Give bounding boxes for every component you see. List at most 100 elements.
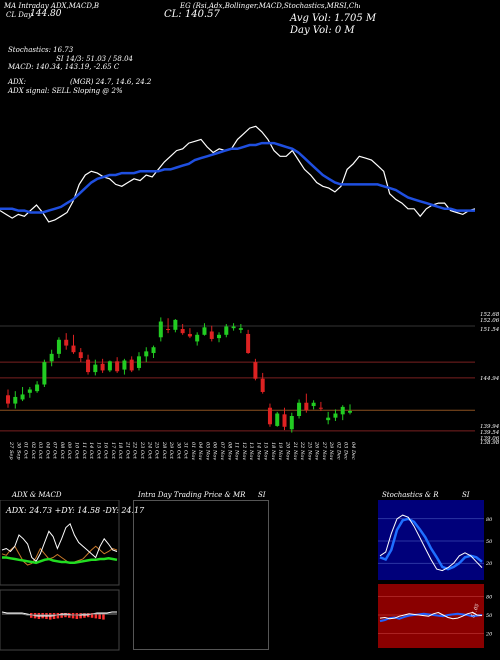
macd-frame bbox=[0, 589, 120, 651]
x-axis-tick: 17 Oct bbox=[110, 442, 116, 460]
adx-label: ADX: bbox=[8, 78, 27, 86]
candle-body bbox=[253, 362, 258, 379]
x-axis-labels: 27 Sep 30 Sep 01 Oct 02 Oct 03 Oct 04 Oct 07 O… bbox=[8, 441, 356, 460]
stoch-panel-si: SI bbox=[462, 491, 470, 499]
price-label: 152.06 bbox=[480, 318, 500, 324]
x-axis-tick: 22 Nov bbox=[299, 441, 305, 460]
x-axis-tick: 04 Nov bbox=[197, 442, 203, 460]
x-axis-tick: 11 Oct bbox=[81, 442, 87, 460]
stoch-background bbox=[378, 500, 484, 580]
candle-body bbox=[129, 359, 134, 371]
adx-signal: ADX signal: SELL Sloping @ 2% bbox=[8, 87, 123, 95]
price-label: 144.94 bbox=[480, 376, 500, 382]
x-axis-tick: 08 Nov bbox=[226, 442, 232, 460]
candle-body bbox=[100, 363, 105, 371]
day-vol: Day Vol: 0 M bbox=[290, 25, 355, 36]
close-label: CL: 140.57 bbox=[164, 9, 220, 20]
x-axis-tick: 08 Oct bbox=[59, 442, 65, 460]
candle-body bbox=[64, 339, 69, 346]
adx-frame bbox=[0, 500, 120, 586]
x-axis-tick: 22 Oct bbox=[132, 441, 138, 460]
stoch-tick-label: 20 bbox=[485, 561, 493, 567]
candle-body bbox=[158, 321, 163, 338]
adx-panel-chart bbox=[0, 500, 120, 651]
x-axis-tick: 25 Nov bbox=[306, 441, 312, 460]
price-label: 139.54 bbox=[480, 430, 500, 436]
candle-body bbox=[86, 359, 91, 373]
adx-line bbox=[1, 522, 118, 563]
candle-body bbox=[231, 326, 236, 329]
macd-histogram-bar bbox=[94, 613, 98, 619]
adx-panel-title: ADX & MACD bbox=[12, 491, 62, 499]
candle-body bbox=[318, 407, 323, 409]
candle-body bbox=[217, 334, 222, 339]
candle-body bbox=[238, 328, 243, 330]
x-axis-tick: 02 Dec bbox=[335, 442, 341, 460]
x-axis-tick: 12 Nov bbox=[241, 442, 247, 460]
x-axis-tick: 16 Oct bbox=[103, 442, 109, 460]
x-axis-tick: 31 Oct bbox=[183, 442, 189, 460]
candle-body bbox=[260, 378, 265, 392]
candle-body bbox=[209, 331, 214, 339]
x-axis-tick: 03 Dec bbox=[343, 442, 349, 460]
x-axis-tick: 07 Nov bbox=[219, 442, 225, 460]
x-axis-tick: 27 Sep bbox=[8, 441, 14, 460]
top-line-chart bbox=[0, 125, 475, 223]
x-axis-tick: 01 Oct bbox=[23, 442, 29, 460]
rsi-tick-label: 20 bbox=[485, 632, 493, 638]
x-axis-tick: 14 Nov bbox=[255, 442, 261, 460]
si-readout: SI 14/3: 51.03 / 58.04 bbox=[56, 55, 133, 63]
close-line bbox=[0, 125, 475, 223]
x-axis-tick: 06 Nov bbox=[212, 442, 218, 460]
candle-body bbox=[151, 347, 156, 354]
x-axis-tick: 21 Oct bbox=[124, 441, 130, 460]
candle-body bbox=[267, 407, 272, 425]
mrsi-panel-si: SI bbox=[258, 491, 266, 499]
candle-body bbox=[202, 327, 207, 335]
candle-body bbox=[333, 413, 338, 418]
candle-body bbox=[35, 384, 40, 392]
moving-average-line bbox=[0, 141, 475, 214]
candle-body bbox=[173, 319, 178, 330]
x-axis-tick: 03 Oct bbox=[37, 442, 43, 460]
stoch-tick-label: 80 bbox=[486, 517, 493, 523]
rsi-tick-label: 80 bbox=[486, 594, 493, 600]
candle-body bbox=[275, 413, 280, 426]
x-axis-tick: 18 Nov bbox=[270, 442, 276, 460]
candle-body bbox=[304, 402, 309, 411]
x-axis-tick: 10 Oct bbox=[73, 442, 79, 460]
candle-body bbox=[136, 356, 141, 368]
candle-body bbox=[224, 326, 229, 335]
x-axis-tick: 01 Nov bbox=[190, 442, 196, 460]
x-axis-tick: 29 Oct bbox=[168, 441, 174, 460]
x-axis-tick: 11 Nov bbox=[234, 442, 240, 460]
candle-body bbox=[107, 361, 112, 371]
x-axis-tick: 24 Oct bbox=[146, 441, 152, 460]
stoch-d-line bbox=[379, 517, 483, 571]
x-axis-tick: 13 Nov bbox=[248, 442, 254, 460]
candle-body bbox=[246, 333, 251, 354]
x-axis-tick: 20 Nov bbox=[285, 441, 291, 460]
x-axis-tick: 25 Oct bbox=[154, 441, 160, 460]
candle-body bbox=[71, 345, 76, 353]
macd-histogram-bar bbox=[56, 613, 60, 619]
x-axis-tick: 21 Nov bbox=[292, 441, 298, 460]
x-axis-tick: 05 Nov bbox=[204, 442, 210, 460]
avg-vol: Avg Vol: 1.705 M bbox=[290, 13, 377, 24]
x-axis-tick: 04 Dec bbox=[350, 442, 356, 460]
macd-histogram-bar bbox=[75, 613, 79, 619]
x-axis-tick: 26 Nov bbox=[314, 441, 320, 460]
candle-body bbox=[93, 364, 98, 373]
x-axis-tick: 30 Oct bbox=[175, 442, 181, 460]
ol-label: CL Day bbox=[6, 11, 32, 19]
stoch-panel-chart: 80 50 20 80 50 20 51.05 bbox=[378, 500, 493, 648]
price-label: 139.06 bbox=[480, 436, 500, 442]
candle-body bbox=[20, 394, 25, 400]
x-axis-tick: 27 Nov bbox=[321, 441, 327, 460]
candle-body bbox=[282, 414, 287, 427]
candle-body bbox=[289, 416, 294, 430]
x-axis-tick: 02 Oct bbox=[30, 442, 36, 460]
macd-histogram-bar bbox=[90, 613, 94, 618]
candle-body bbox=[13, 396, 18, 404]
